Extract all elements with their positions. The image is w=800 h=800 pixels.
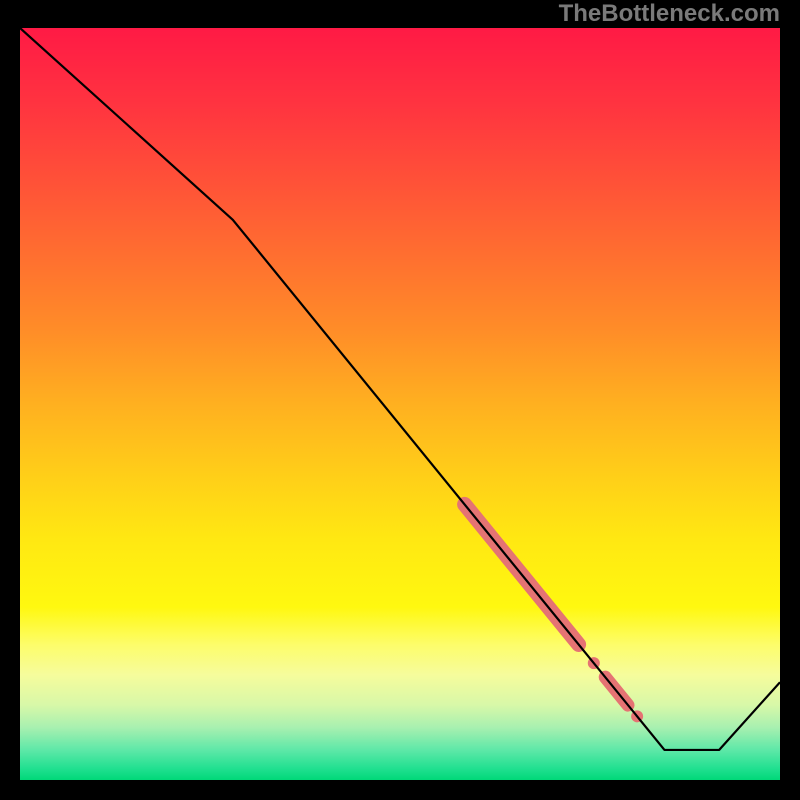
stage: TheBottleneck.com [0,0,800,800]
chart-background [20,28,780,780]
watermark-text: TheBottleneck.com [559,0,780,28]
bottleneck-chart [20,28,780,780]
